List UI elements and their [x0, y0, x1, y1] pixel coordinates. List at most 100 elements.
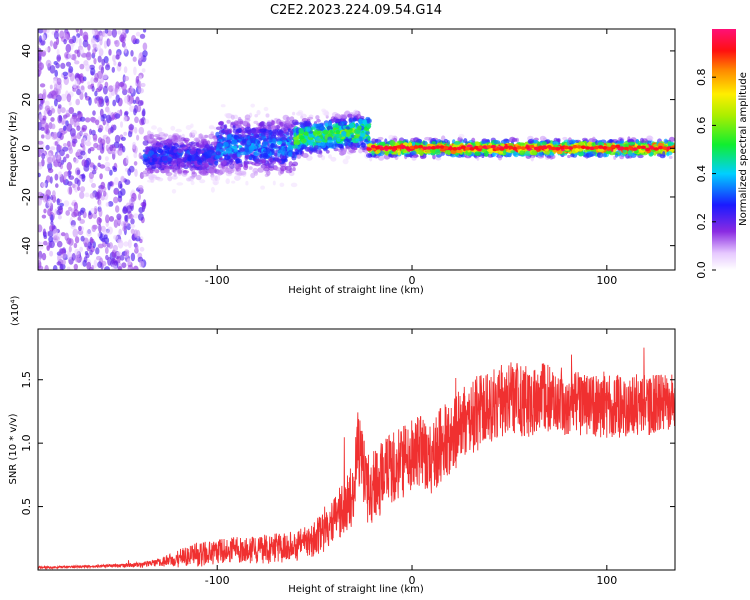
spectrogram-cell: [260, 185, 265, 190]
spectrogram-cell: [355, 129, 361, 134]
spectrogram-cell: [52, 228, 58, 237]
spectrogram-cell: [105, 214, 110, 224]
spectrogram-cell: [158, 144, 164, 148]
spectrogram-cell: [259, 159, 266, 164]
spectrogram-cell: [232, 145, 238, 150]
spectrogram-cell: [270, 143, 275, 149]
spectrogram-ridge-cell: [628, 146, 634, 150]
spectrogram-ridge-cell: [666, 146, 672, 150]
spectrogram-cell: [148, 175, 154, 181]
spectrogram-cell: [46, 93, 53, 99]
spectrogram-cell: [248, 166, 253, 170]
spectrogram-cell: [233, 148, 239, 153]
spectrogram-cell: [68, 206, 72, 212]
spectrogram-cell: [127, 130, 133, 138]
spectrogram-cell: [283, 158, 288, 163]
spectrogram-cell: [102, 73, 108, 80]
snr-plot-area: [38, 347, 675, 570]
spectrogram-cell: [91, 183, 96, 188]
spectrogram-cell: [90, 67, 96, 76]
spectrogram-cell: [335, 133, 343, 139]
spectrogram-cell: [233, 120, 239, 126]
spectrogram-cell: [168, 165, 173, 169]
spectrogram-cell: [113, 61, 117, 66]
spectrogram-region-3: [291, 108, 372, 165]
spectrogram-cell: [124, 110, 129, 116]
spectrogram-cell: [248, 145, 255, 151]
spectrogram-cell: [175, 128, 182, 133]
spectrogram-cell: [538, 151, 543, 157]
spectrogram-cell: [288, 161, 293, 167]
spectrogram-cell: [43, 195, 47, 203]
spectrogram-cell: [43, 240, 48, 246]
spectrogram-cell: [228, 159, 233, 165]
spectrogram-cell: [196, 142, 200, 148]
spectrogram-cell: [90, 238, 95, 243]
spectrogram-cell: [100, 181, 106, 190]
spectrogram-cell: [88, 96, 92, 106]
spectrogram-cell: [130, 86, 134, 94]
spectrogram-cell: [343, 138, 350, 143]
spectrogram-cell: [149, 133, 154, 140]
spectrogram-cell: [138, 213, 144, 221]
spectrogram-cell: [331, 144, 337, 150]
spectrogram-cell: [57, 205, 63, 211]
spectrogram-ridge: [366, 144, 675, 152]
spectrogram-cell: [226, 134, 232, 140]
spectrogram-cell: [513, 151, 519, 158]
spectrogram-cell: [316, 123, 322, 129]
spectrogram-cell: [244, 164, 249, 169]
spectrogram-cell: [73, 202, 78, 211]
spectrogram-cell: [268, 129, 273, 136]
spectrogram-cell: [246, 139, 251, 146]
spectrogram-cell: [39, 83, 46, 88]
spectrogram-cell: [257, 148, 262, 153]
spectrogram-cell: [78, 225, 82, 232]
spectrogram-cell: [38, 224, 43, 233]
spectrogram-cell: [260, 131, 266, 137]
spectrogram-cell: [54, 69, 58, 77]
spectrogram-cell: [216, 169, 224, 176]
spectrogram-cell: [113, 177, 119, 185]
spectrogram-cell: [271, 126, 278, 130]
spectrogram-cell: [359, 132, 366, 138]
spectrogram-cell: [206, 157, 214, 163]
spectrogram-cell: [562, 136, 568, 141]
spectrogram-cell: [113, 40, 118, 45]
spectrogram-cell: [61, 259, 66, 266]
spectrogram-cell: [137, 185, 144, 190]
spectrogram-cell: [186, 177, 192, 182]
spectrogram-cell: [257, 137, 262, 142]
spectrogram-cell: [569, 139, 576, 144]
spectrogram-cell: [68, 245, 72, 253]
spectrogram-cell: [66, 93, 72, 103]
spectrogram-cell: [153, 146, 160, 151]
spectrogram-cell: [57, 114, 63, 124]
spectrogram-cell: [121, 262, 127, 269]
spectrogram-cell: [93, 58, 97, 65]
spectrogram-cell: [139, 33, 146, 39]
spectrogram-cell: [87, 81, 91, 86]
spectrogram-cell: [215, 151, 222, 156]
spectrogram-cell: [40, 50, 47, 57]
spectrogram-cell: [261, 135, 265, 141]
spectrogram-cell: [300, 115, 304, 119]
spectrogram-cell: [42, 88, 47, 96]
spectrogram-cell: [108, 85, 114, 93]
spectrogram-cell: [74, 248, 80, 256]
spectrogram-cell: [518, 142, 525, 146]
spectrogram-cell: [227, 170, 232, 175]
spectrogram-cell: [63, 125, 67, 131]
spectrogram-cell: [71, 138, 78, 144]
spectrogram-cell: [141, 116, 146, 125]
spectrogram-x-tick-label: -100: [205, 274, 230, 287]
spectrogram-cell: [139, 246, 145, 252]
spectrogram-cell: [52, 190, 56, 198]
spectrogram-cell: [161, 140, 168, 144]
spectrogram-cell: [483, 150, 489, 157]
spectrogram-cell: [117, 266, 123, 270]
spectrogram-y-axis-label: Frequency (Hz): [8, 111, 19, 187]
spectrogram-cell: [128, 124, 135, 131]
spectrogram-ridge-cell: [593, 145, 599, 150]
spectrogram-cell: [107, 110, 111, 115]
